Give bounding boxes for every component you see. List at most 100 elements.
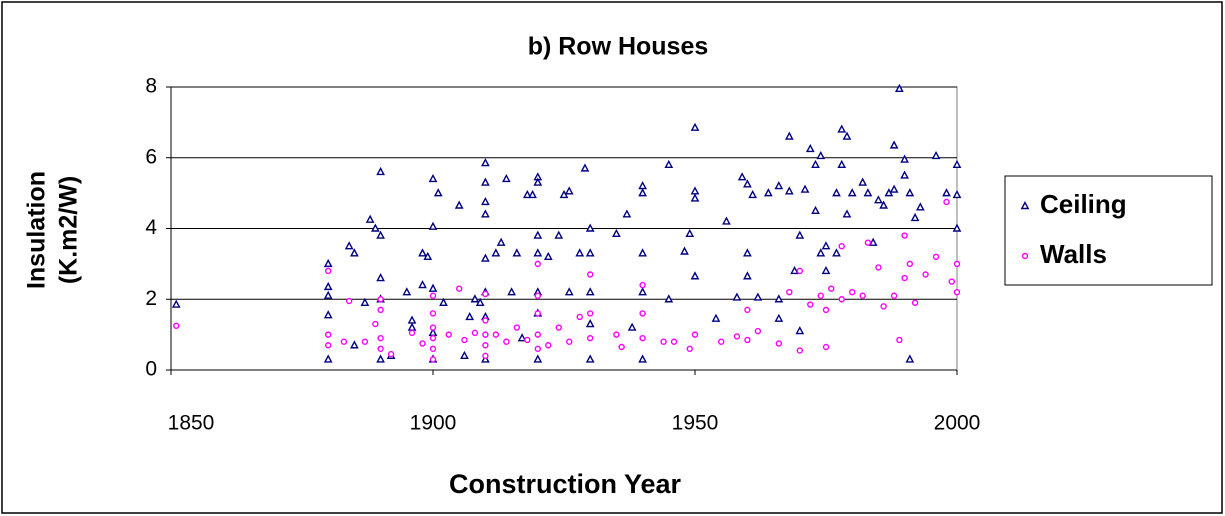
- data-point: [932, 253, 940, 260]
- data-point: [482, 290, 489, 298]
- legend-box: [1004, 175, 1213, 286]
- data-point: [513, 324, 521, 331]
- data-point: [910, 212, 920, 222]
- data-point: [837, 124, 847, 133]
- data-point: [638, 287, 647, 296]
- data-point: [795, 230, 805, 239]
- data-point: [864, 239, 872, 246]
- data-point: [325, 267, 332, 275]
- data-point: [796, 267, 803, 275]
- data-point: [942, 188, 951, 197]
- data-point: [828, 285, 835, 292]
- data-point: [638, 188, 647, 197]
- data-point: [790, 265, 799, 275]
- data-point: [922, 271, 929, 278]
- data-point: [953, 260, 961, 268]
- data-point: [874, 195, 883, 204]
- data-point: [664, 294, 674, 303]
- y-tick-label: 8: [145, 75, 157, 98]
- data-point: [680, 246, 689, 255]
- data-point: [784, 186, 794, 195]
- x-tick-label: 1950: [672, 412, 719, 435]
- data-point: [429, 310, 437, 317]
- data-point: [774, 313, 784, 322]
- data-point: [534, 260, 541, 268]
- data-point: [585, 319, 595, 328]
- data-point: [889, 184, 899, 193]
- data-point: [533, 230, 543, 239]
- data-point: [744, 306, 751, 314]
- data-point: [361, 338, 369, 345]
- data-point: [429, 324, 437, 331]
- data-point: [323, 290, 333, 299]
- data-point: [555, 324, 562, 331]
- data-point: [418, 248, 427, 257]
- data-point: [952, 159, 962, 169]
- data-point: [859, 292, 866, 299]
- data-point: [575, 248, 585, 257]
- data-point: [534, 310, 541, 317]
- data-point: [482, 352, 489, 360]
- data-point: [774, 181, 784, 190]
- data-point: [915, 202, 925, 211]
- data-point: [429, 345, 437, 352]
- data-point: [325, 331, 332, 338]
- data-point: [743, 248, 752, 257]
- data-point: [418, 280, 427, 289]
- data-point: [832, 188, 841, 197]
- data-point: [805, 143, 815, 153]
- data-point: [512, 248, 522, 257]
- data-point: [896, 336, 903, 344]
- data-point: [842, 209, 852, 218]
- data-point: [465, 311, 475, 321]
- data-point: [587, 334, 594, 342]
- data-point: [612, 228, 621, 238]
- data-point: [1020, 201, 1030, 210]
- data-point: [471, 329, 479, 337]
- data-point: [952, 223, 962, 232]
- data-point: [847, 188, 857, 197]
- data-point: [786, 288, 793, 296]
- data-point: [900, 170, 909, 179]
- data-point: [456, 285, 463, 292]
- data-point: [807, 301, 814, 308]
- data-point: [376, 230, 385, 239]
- x-tick-label: 1850: [168, 412, 215, 435]
- x-axis-label: Construction Year: [449, 469, 682, 499]
- data-point: [376, 273, 385, 282]
- data-point: [868, 237, 878, 246]
- data-point: [796, 347, 803, 354]
- data-point: [585, 287, 595, 296]
- data-point: [690, 271, 700, 280]
- data-point: [931, 150, 941, 160]
- data-point: [428, 173, 438, 183]
- data-point: [816, 150, 826, 160]
- data-point: [507, 287, 516, 296]
- data-point: [481, 177, 490, 186]
- data-point: [685, 228, 695, 238]
- y-tick-label: 6: [145, 145, 157, 168]
- data-point: [774, 294, 784, 303]
- data-point: [718, 338, 725, 345]
- data-point: [664, 159, 674, 169]
- data-point: [428, 221, 438, 230]
- data-point: [433, 188, 443, 197]
- data-point: [360, 297, 370, 306]
- data-point: [638, 354, 647, 363]
- data-point: [461, 336, 468, 344]
- data-point: [911, 299, 919, 306]
- data-point: [894, 83, 904, 92]
- data-point: [323, 281, 333, 291]
- data-point: [429, 356, 437, 363]
- data-point: [691, 331, 699, 338]
- data-point: [743, 179, 752, 188]
- data-point: [377, 334, 384, 342]
- data-point: [754, 327, 762, 335]
- data-point: [376, 354, 385, 363]
- data-point: [545, 342, 552, 349]
- data-point: [323, 354, 333, 363]
- data-point: [503, 338, 510, 345]
- data-point: [528, 189, 537, 199]
- data-point: [690, 122, 700, 131]
